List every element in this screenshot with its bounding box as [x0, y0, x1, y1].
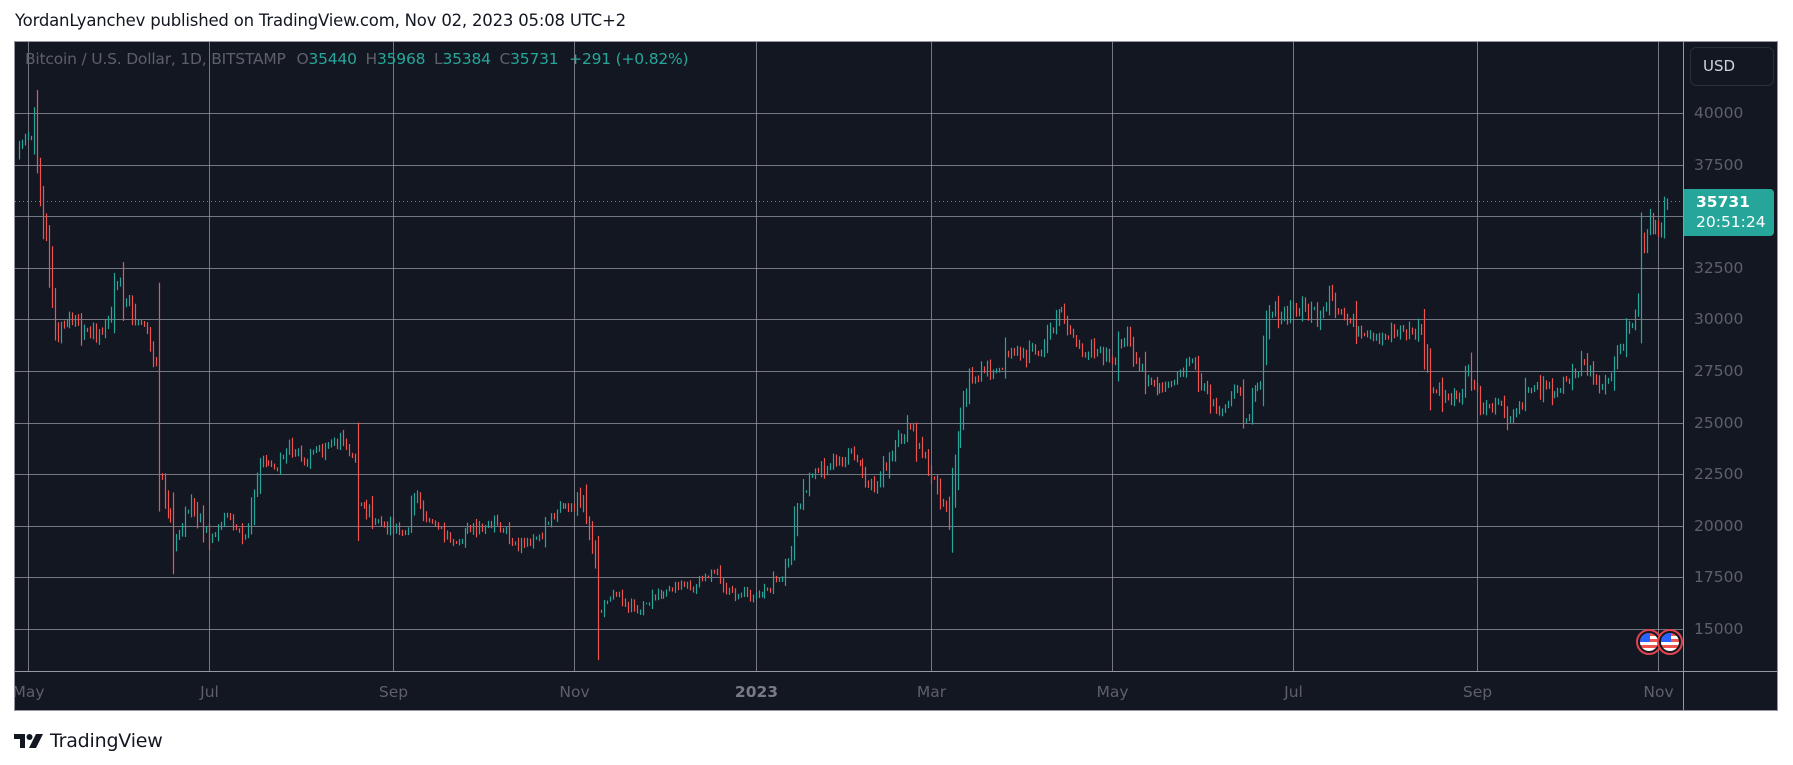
price-tick-label: 17500 — [1694, 568, 1744, 587]
time-tick-label: Sep — [378, 683, 409, 701]
open-value: 35440 — [308, 50, 357, 68]
symbol-description: Bitcoin / U.S. Dollar, 1D, BITSTAMP — [25, 50, 286, 68]
ohlc-chart-canvas[interactable] — [15, 42, 1683, 671]
change-value: +291 (+0.82%) — [569, 50, 689, 68]
last-price-value: 35731 — [1696, 192, 1750, 211]
open-label: O — [296, 50, 309, 68]
price-tick-label: 30000 — [1694, 310, 1744, 329]
price-axis[interactable]: USD 35731 20:51:24 15000 17500 20000 22500 2… — [1683, 42, 1777, 671]
price-tick-label: 20000 — [1694, 516, 1744, 535]
time-tick-label: Jul — [1284, 683, 1303, 701]
time-tick-label: Nov — [559, 683, 590, 701]
tradingview-logo-icon — [14, 734, 43, 748]
low-label: L — [434, 50, 443, 68]
price-tick-label: 32500 — [1694, 258, 1744, 277]
high-value: 35968 — [376, 50, 426, 68]
price-tick-label: 27500 — [1694, 362, 1744, 380]
price-tick-label: 22500 — [1694, 465, 1744, 484]
symbol-legend: Bitcoin / U.S. Dollar, 1D, BITSTAMP O354… — [25, 50, 689, 68]
bar-countdown: 20:51:24 — [1696, 212, 1766, 231]
price-tick-label: 37500 — [1694, 155, 1744, 174]
time-tick-label: Mar — [916, 683, 947, 701]
time-tick-label: Jul — [200, 683, 219, 701]
high-label: H — [365, 50, 378, 68]
time-tick-label: May — [14, 683, 45, 701]
time-tick-label: Sep — [1462, 683, 1493, 701]
low-value: 35384 — [442, 50, 491, 68]
us-flag-icon[interactable] — [1657, 629, 1683, 655]
time-tick-label: Nov — [1643, 683, 1674, 701]
time-tick-label: May — [1096, 683, 1129, 701]
time-tick-label: 2023 — [734, 683, 779, 701]
brand-footer[interactable]: TradingView — [14, 730, 163, 752]
price-tick-label: 40000 — [1694, 104, 1744, 122]
price-pane[interactable]: Bitcoin / U.S. Dollar, 1D, BITSTAMP O354… — [15, 42, 1683, 671]
last-price-label: 35731 20:51:24 — [1684, 188, 1774, 236]
price-tick-label: 15000 — [1694, 620, 1744, 638]
time-axis[interactable]: May Jul Sep Nov 2023 Mar May Jul Sep Nov — [14, 671, 1683, 710]
publication-attribution: YordanLyanchev published on TradingView.… — [15, 11, 626, 30]
chart-container[interactable]: Bitcoin / U.S. Dollar, 1D, BITSTAMP O354… — [14, 41, 1778, 711]
brand-name: TradingView — [50, 730, 163, 752]
us-flag-icon[interactable] — [1636, 629, 1662, 655]
price-tick-label: 25000 — [1694, 413, 1744, 432]
close-label: C — [499, 50, 511, 68]
close-value: 35731 — [510, 50, 559, 68]
currency-button[interactable]: USD — [1690, 47, 1774, 86]
axis-corner — [1683, 671, 1777, 710]
